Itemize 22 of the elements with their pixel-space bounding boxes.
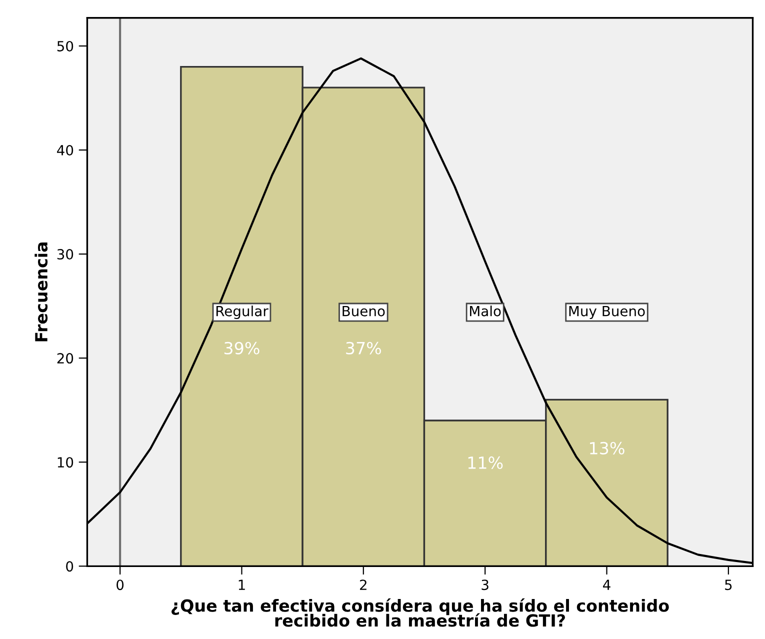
x-tick-label: 5 bbox=[725, 580, 732, 590]
annotation: Regular bbox=[216, 306, 268, 320]
x-tick-label: 0 bbox=[116, 580, 124, 590]
annotation: 39% bbox=[224, 342, 260, 354]
y-tick-label: 0 bbox=[66, 561, 74, 572]
annotation: Muy Bueno bbox=[569, 306, 645, 320]
y-tick-label: 40 bbox=[57, 144, 74, 156]
x-tick-label: 2 bbox=[360, 580, 366, 590]
x-axis-title: ¿Que tan efectiva consídera que ha sído el contenido recibido en la maestría de GTI? bbox=[172, 598, 669, 627]
y-axis-title: Frecuencia bbox=[34, 242, 48, 342]
annotation: Malo bbox=[470, 306, 501, 316]
x-tick-label: 1 bbox=[238, 580, 245, 590]
x-tick-label: 3 bbox=[482, 580, 488, 590]
annotation: 37% bbox=[346, 342, 382, 354]
annotation: 11% bbox=[468, 456, 503, 470]
y-tick-label: 30 bbox=[57, 249, 74, 260]
y-tick-label: 20 bbox=[57, 353, 74, 364]
y-tick-label: 50 bbox=[57, 40, 74, 52]
x-tick-label: 4 bbox=[603, 580, 610, 590]
annotation: 13% bbox=[590, 442, 624, 454]
annotation: Bueno bbox=[342, 306, 385, 316]
y-tick-label: 10 bbox=[58, 457, 74, 468]
